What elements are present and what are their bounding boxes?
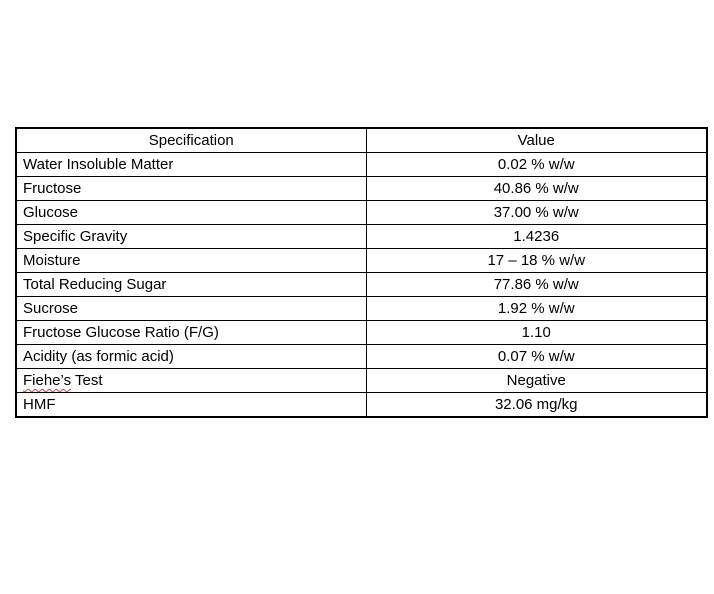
- spec-cell: HMF: [15, 392, 367, 418]
- table-row: Total Reducing Sugar 77.86 % w/w: [15, 272, 708, 297]
- value-cell: 17 – 18 % w/w: [365, 248, 708, 273]
- specification-table: Specification Value Water Insoluble Matt…: [15, 127, 708, 418]
- value-cell: 32.06 mg/kg: [365, 392, 708, 418]
- spec-cell: Fructose Glucose Ratio (F/G): [15, 320, 367, 345]
- spec-cell: Fructose: [15, 176, 367, 201]
- spec-cell: Acidity (as formic acid): [15, 344, 367, 369]
- spec-cell: Total Reducing Sugar: [15, 272, 367, 297]
- value-cell: 0.07 % w/w: [365, 344, 708, 369]
- table-row: Water Insoluble Matter 0.02 % w/w: [15, 152, 708, 177]
- value-cell: 37.00 % w/w: [365, 200, 708, 225]
- spec-cell: Fiehe’s Test: [15, 368, 367, 393]
- spec-cell: Water Insoluble Matter: [15, 152, 367, 177]
- spec-cell: Sucrose: [15, 296, 367, 321]
- value-cell: 1.92 % w/w: [365, 296, 708, 321]
- table-row: HMF 32.06 mg/kg: [15, 392, 708, 418]
- value-cell: Negative: [365, 368, 708, 393]
- spec-cell: Glucose: [15, 200, 367, 225]
- table-row: Moisture 17 – 18 % w/w: [15, 248, 708, 273]
- value-cell: 1.4236: [365, 224, 708, 249]
- table-row: Fiehe’s Test Negative: [15, 368, 708, 393]
- spellcheck-misspelled-word: Fiehe’s: [23, 372, 72, 389]
- table-row: Glucose 37.00 % w/w: [15, 200, 708, 225]
- spec-cell: Specific Gravity: [15, 224, 367, 249]
- table-header-row: Specification Value: [15, 127, 708, 153]
- value-cell: 77.86 % w/w: [365, 272, 708, 297]
- table-row: Sucrose 1.92 % w/w: [15, 296, 708, 321]
- table-row: Specific Gravity 1.4236: [15, 224, 708, 249]
- spec-cell-rest: Test: [71, 372, 103, 389]
- table-row: Fructose 40.86 % w/w: [15, 176, 708, 201]
- value-cell: 1.10: [365, 320, 708, 345]
- value-cell: 40.86 % w/w: [365, 176, 708, 201]
- specification-table-container: Specification Value Water Insoluble Matt…: [15, 127, 708, 418]
- table-row: Fructose Glucose Ratio (F/G) 1.10: [15, 320, 708, 345]
- spec-cell: Moisture: [15, 248, 367, 273]
- table-row: Acidity (as formic acid) 0.07 % w/w: [15, 344, 708, 369]
- header-value: Value: [365, 127, 708, 153]
- value-cell: 0.02 % w/w: [365, 152, 708, 177]
- header-specification: Specification: [15, 127, 367, 153]
